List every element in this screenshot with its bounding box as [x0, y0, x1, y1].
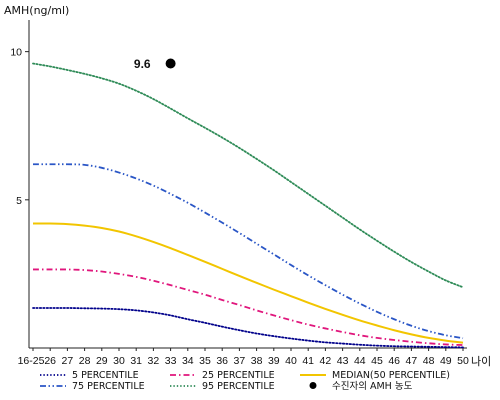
legend-label-4: 95 PERCENTILE: [202, 381, 275, 392]
x-tick-label: 28: [79, 355, 91, 367]
legend-label-patient: 수진자의 AMH 농도: [332, 381, 413, 392]
x-tick-label: 31: [130, 355, 142, 367]
x-tick-label: 27: [62, 355, 74, 367]
series-line-3: [33, 163, 464, 340]
legend-swatch-patient: [309, 382, 317, 389]
patient-amh-value-label: 9.6: [134, 57, 151, 71]
x-tick-label: 50: [457, 355, 469, 367]
y-tick-label: 10: [10, 47, 22, 59]
x-tick-label: 45: [371, 355, 383, 367]
x-tick-label: 43: [337, 355, 349, 367]
x-axis-title: 나이: [471, 355, 491, 368]
series-line-2: [32, 222, 464, 344]
axes: AMH(ng/ml) 나이: [4, 4, 491, 368]
y-ticks: 5 10: [10, 47, 29, 207]
x-tick-label: 29: [96, 355, 108, 367]
series-layer: [32, 62, 464, 349]
y-tick-label: 5: [16, 195, 22, 207]
x-tick-label: 38: [251, 355, 263, 367]
x-tick-label: 36: [216, 355, 228, 367]
x-tick-label: 42: [320, 355, 332, 367]
points-layer: 9.6: [134, 57, 176, 71]
x-tick-label: 16-25: [18, 355, 45, 367]
x-tick-label: 30: [113, 355, 125, 367]
x-tick-label: 35: [199, 355, 211, 367]
x-tick-label: 40: [285, 355, 297, 367]
x-tick-label: 46: [388, 355, 400, 367]
x-tick-label: 34: [182, 355, 194, 367]
x-tick-label: 33: [165, 355, 177, 367]
legend-label-1: 25 PERCENTILE: [202, 370, 275, 381]
legend-label-0: 5 PERCENTILE: [72, 370, 139, 381]
legend: 5 PERCENTILE 25 PERCENTILE MEDIAN(50 PERCE…: [40, 370, 450, 392]
x-tick-label: 26: [44, 355, 56, 367]
legend-label-3: 75 PERCENTILE: [72, 381, 145, 392]
y-axis-title: AMH(ng/ml): [4, 4, 69, 17]
patient-amh-point: [165, 58, 176, 69]
series-line-0: [32, 307, 464, 349]
x-tick-label: 37: [234, 355, 246, 367]
x-tick-label: 49: [440, 355, 452, 367]
x-ticks: 16-25 26 27 28 29 30 31 32 33 34 35 36 37 38 39 40 41 42 4…: [18, 348, 469, 367]
legend-label-2: MEDIAN(50 PERCENTILE): [332, 370, 450, 381]
x-tick-label: 44: [354, 355, 366, 367]
series-line-4: [32, 62, 464, 289]
series-line-1: [32, 268, 464, 346]
x-tick-label: 41: [302, 355, 314, 367]
x-tick-label: 39: [268, 355, 280, 367]
x-tick-label: 48: [423, 355, 435, 367]
x-tick-label: 47: [406, 355, 418, 367]
x-tick-label: 32: [148, 355, 160, 367]
